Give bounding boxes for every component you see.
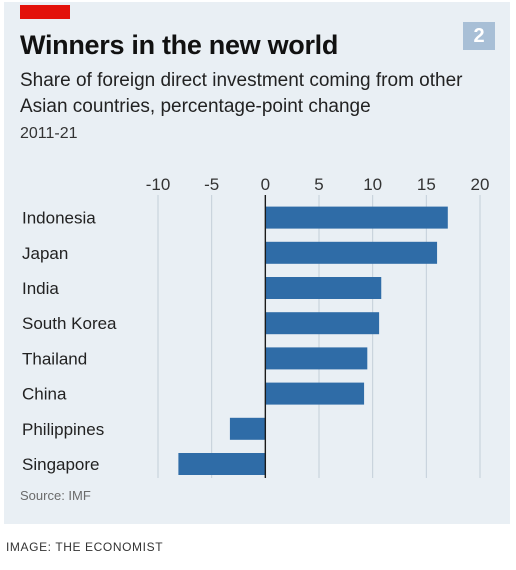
category-label: Indonesia (22, 209, 96, 228)
bar (265, 241, 438, 264)
bar (229, 417, 266, 440)
category-label: Philippines (22, 420, 104, 439)
x-tick-label: 15 (417, 175, 436, 194)
bar (265, 382, 365, 405)
x-tick-label: -5 (204, 175, 219, 194)
chart-number-badge: 2 (463, 22, 495, 50)
bar (265, 277, 382, 299)
bar (265, 347, 368, 370)
x-tick-label: 10 (363, 175, 382, 194)
category-label: South Korea (22, 314, 117, 333)
x-tick-label: 5 (314, 175, 323, 194)
source-note: Source: IMF (20, 488, 91, 503)
chart-period: 2011-21 (20, 125, 78, 142)
category-label: Japan (22, 244, 68, 263)
category-label: China (22, 385, 67, 404)
bar (178, 453, 266, 475)
economist-red-tag (20, 5, 70, 19)
category-label: Singapore (22, 455, 100, 474)
x-tick-label: -10 (146, 175, 171, 194)
bar (265, 312, 380, 335)
bar (265, 206, 448, 229)
category-label: Thailand (22, 349, 87, 368)
x-tick-label: 20 (471, 175, 490, 194)
image-credit: IMAGE: THE ECONOMIST (6, 540, 164, 554)
chart-subtitle: Share of foreign direct investment comin… (20, 70, 463, 117)
x-tick-label: 0 (261, 175, 270, 194)
category-label: India (22, 279, 59, 298)
chart-title: Winners in the new world (20, 30, 339, 60)
